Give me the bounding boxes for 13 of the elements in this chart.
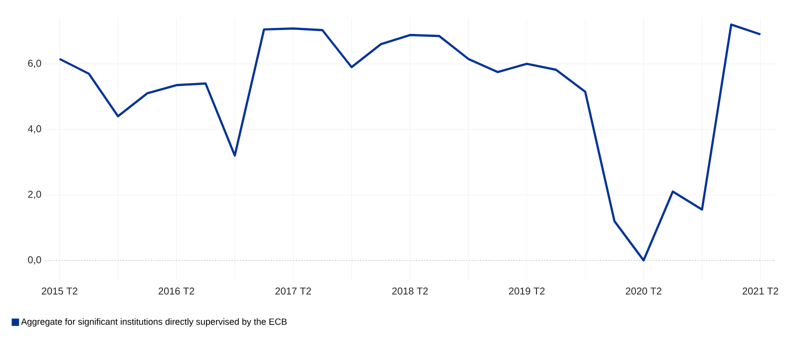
y-tick-label: 6,0 <box>28 60 42 68</box>
line-series <box>58 23 762 262</box>
x-tick-label: 2015 T2 <box>42 288 78 295</box>
x-tick-label: 2017 T2 <box>275 288 311 295</box>
x-tick-label: 2020 T2 <box>626 288 662 295</box>
y-tick-label: 2,0 <box>28 190 42 199</box>
x-tick-label: 2016 T2 <box>158 288 194 295</box>
legend-label: Aggregate for significant institutions directly supervised by the ECB <box>21 318 287 327</box>
x-tick-label: 2019 T2 <box>509 288 545 295</box>
x-tick-label: 2018 T2 <box>392 288 428 295</box>
y-tick-label: 4,0 <box>28 125 42 134</box>
y-tick-label: 0,0 <box>28 256 42 264</box>
x-tick-label: 2021 T2 <box>742 288 778 295</box>
